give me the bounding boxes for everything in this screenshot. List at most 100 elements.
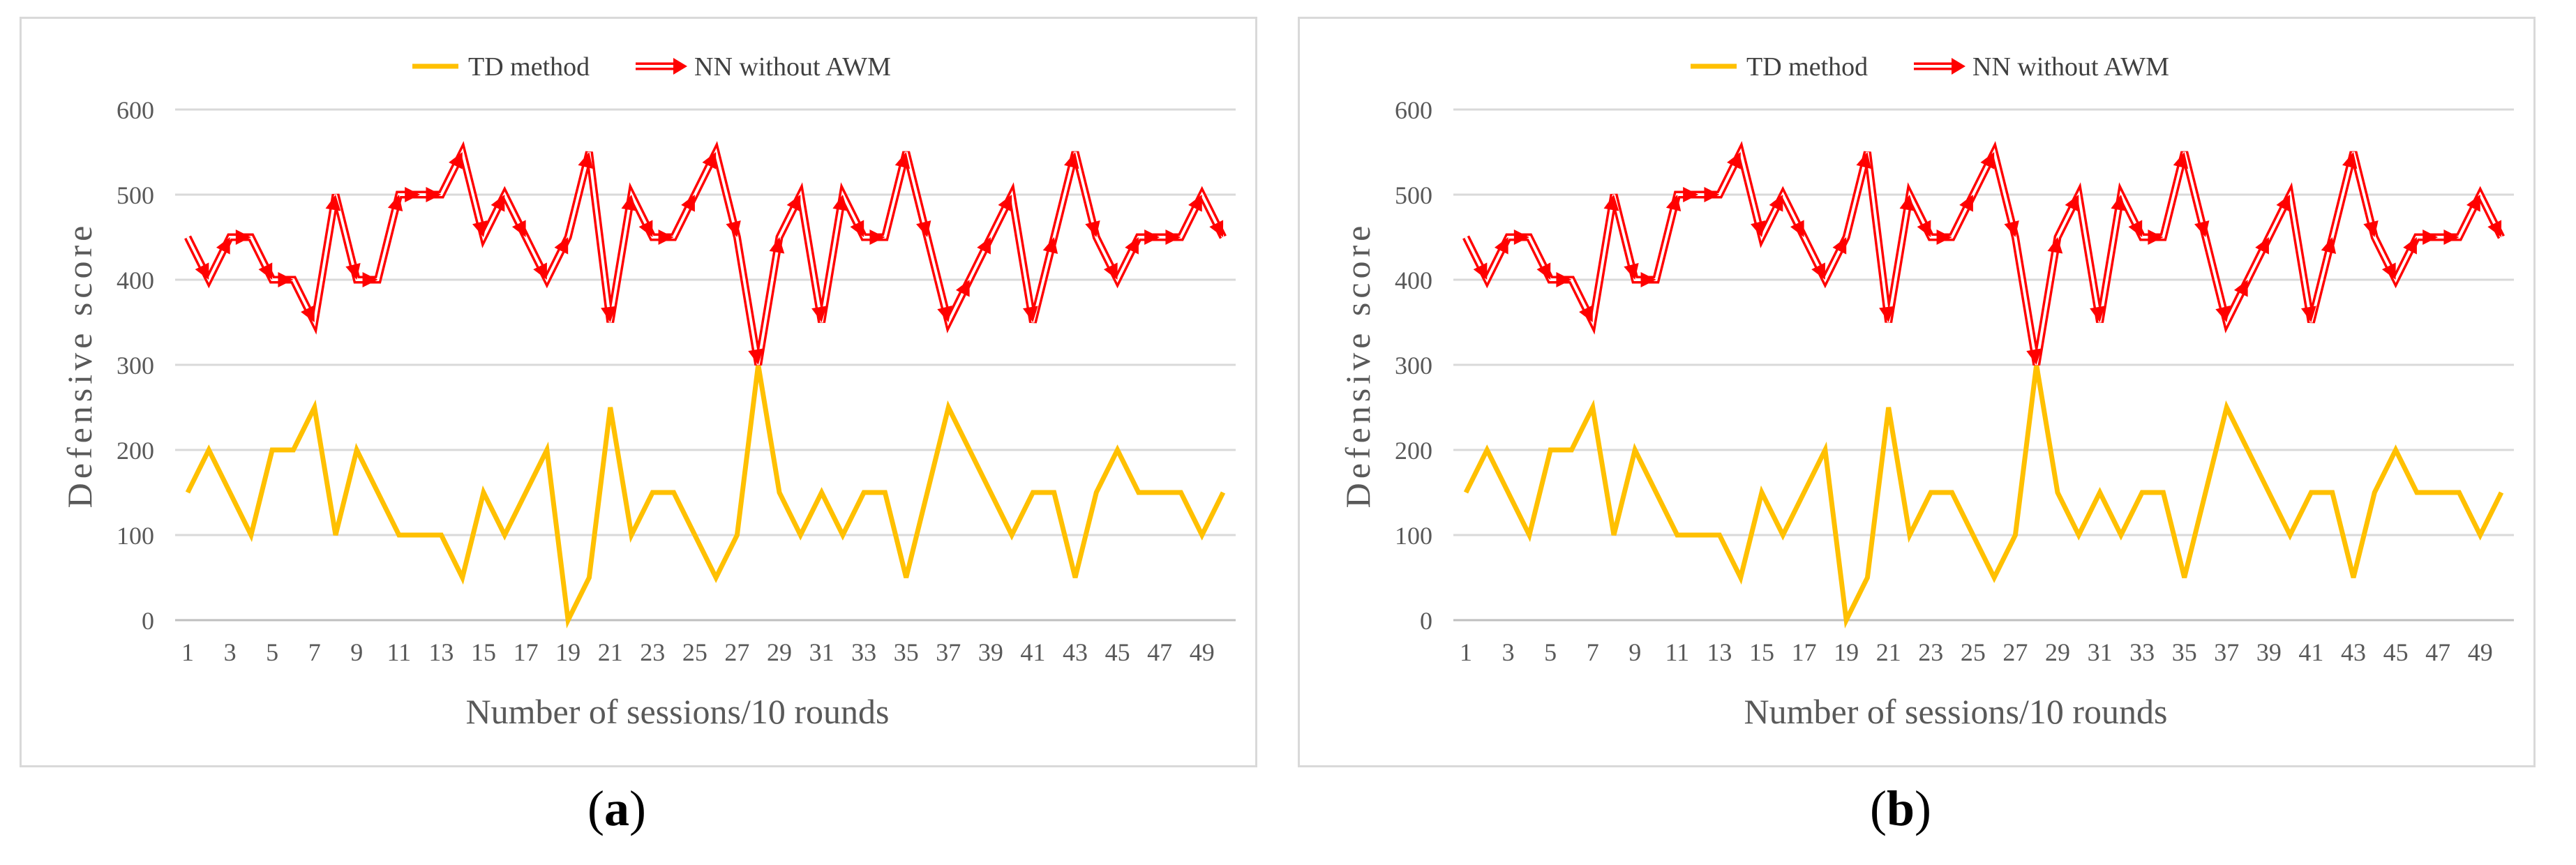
- x-tick-label: 41: [2298, 638, 2323, 666]
- x-tick-label: 13: [428, 638, 454, 666]
- nn-arrow-point: [2111, 195, 2127, 211]
- x-tick-label: 17: [514, 638, 539, 666]
- x-tick-label: 29: [2045, 638, 2070, 666]
- nn-arrow-point: [811, 306, 827, 322]
- nn-arrow-point: [1936, 230, 1952, 245]
- nn-arrow-point: [1727, 152, 1741, 170]
- nn-arrow-point: [1188, 195, 1202, 212]
- nn-arrow-point: [2342, 152, 2358, 170]
- nn-arrow-point: [2047, 237, 2063, 254]
- y-tick-label: 500: [1395, 181, 1432, 209]
- x-tick-label: 15: [1749, 638, 1774, 666]
- x-tick-label: 9: [1628, 638, 1641, 666]
- nn-arrow-point: [2194, 220, 2210, 237]
- nn-arrow-point: [601, 306, 616, 322]
- nn-arrow-point: [511, 220, 526, 237]
- nn-arrow-point: [1790, 220, 1804, 237]
- nn-arrow-point: [1751, 220, 1766, 237]
- x-axis-title: Number of sessions/10 rounds: [466, 692, 890, 731]
- x-tick-label: 21: [598, 638, 623, 666]
- nn-arrow-point: [1085, 220, 1100, 237]
- x-tick-label: 35: [2172, 638, 2197, 666]
- x-tick-label: 15: [471, 638, 496, 666]
- nn-arrow-point: [1624, 262, 1639, 280]
- nn-arrow-point: [916, 220, 931, 237]
- nn-arrow-point: [2403, 237, 2417, 255]
- y-tick-label: 600: [117, 96, 154, 124]
- nn-arrow-point: [955, 280, 970, 297]
- x-tick-label: 43: [2341, 638, 2366, 666]
- legend-label-td: TD method: [468, 52, 590, 82]
- x-tick-label: 19: [1834, 638, 1859, 666]
- x-tick-label: 11: [387, 638, 412, 666]
- y-tick-label: 100: [1395, 522, 1432, 550]
- y-tick-label: 300: [1395, 352, 1432, 379]
- chart-panel-a: 0 100 200 300 400 500 600 1 3 5 7 9 11 13 15 17 19 21 23 25…: [20, 17, 1257, 767]
- x-tick-label: 47: [1147, 638, 1172, 666]
- x-tick-label: 13: [1707, 638, 1732, 666]
- nn-arrow-point: [702, 152, 717, 170]
- x-tick-label: 21: [1876, 638, 1901, 666]
- nn-arrow-point: [1769, 195, 1783, 212]
- nn-arrow-point: [1125, 237, 1139, 255]
- nn-arrow-point: [362, 272, 378, 287]
- y-tick-label: 200: [117, 437, 154, 465]
- nn-arrow-point: [1832, 237, 1847, 255]
- legend-arrowhead: [673, 58, 687, 75]
- nn-arrow-point: [1640, 272, 1656, 287]
- nn-arrow-point: [1513, 230, 1529, 245]
- y-tick-label: 100: [117, 522, 154, 550]
- nn-arrow-point: [325, 195, 341, 211]
- caption-b: (b): [1870, 781, 1932, 836]
- nn-arrow-point: [554, 237, 569, 255]
- nn-arrow-point: [1536, 262, 1551, 280]
- x-tick-label: 27: [2002, 638, 2028, 666]
- x-tick-label: 39: [978, 638, 1003, 666]
- nn-arrow-point: [2423, 230, 2439, 245]
- nn-arrow-point: [405, 187, 421, 202]
- nn-arrow-point: [1665, 195, 1682, 212]
- nn-arrow-point: [2321, 237, 2337, 255]
- nn-arrow-point: [1579, 305, 1593, 322]
- nn-arrow-point: [726, 220, 741, 237]
- nn-arrow-point: [2487, 220, 2502, 237]
- chart-panel-b: 0 100 200 300 400 500 600 1 3 5 7 9 11 13 15 17 19 21 23 25…: [1298, 17, 2536, 767]
- x-tick-label: 23: [1918, 638, 1943, 666]
- x-tick-label: 35: [894, 638, 919, 666]
- series-nn-inner: [186, 148, 1225, 366]
- series-nn-inner: [1465, 148, 2503, 366]
- x-tick-label: 19: [555, 638, 581, 666]
- nn-arrow-point: [977, 237, 991, 255]
- nn-arrow-point: [2300, 306, 2316, 322]
- nn-arrow-point: [1494, 237, 1508, 255]
- nn-arrow-point: [1856, 152, 1871, 170]
- nn-arrow-point: [2090, 306, 2105, 322]
- nn-arrow-point: [1899, 195, 1915, 211]
- x-axis-title: Number of sessions/10 rounds: [1744, 692, 2168, 731]
- nn-arrow-point: [832, 195, 848, 211]
- nn-arrow-point: [1064, 152, 1079, 170]
- nn-arrow-point: [301, 305, 315, 322]
- x-tick-label: 25: [682, 638, 707, 666]
- x-tick-label: 47: [2425, 638, 2450, 666]
- y-tick-label: 300: [117, 352, 154, 379]
- nn-arrow-point: [258, 262, 273, 280]
- x-tick-label: 7: [1587, 638, 1599, 666]
- y-axis-title: Defensive score: [60, 222, 99, 509]
- nn-arrow-point: [449, 152, 463, 170]
- nn-arrow-point: [235, 230, 251, 245]
- nn-arrow-point: [195, 262, 209, 280]
- series-td-method-line: [185, 364, 1226, 629]
- x-tick-label: 9: [350, 638, 363, 666]
- nn-arrow-point: [387, 195, 403, 212]
- y-tick-label: 500: [117, 181, 154, 209]
- x-tick-label: 49: [1190, 638, 1215, 666]
- nn-arrow-point: [1811, 262, 1825, 280]
- x-tick-label: 1: [1460, 638, 1472, 666]
- nn-arrow-point: [1704, 187, 1720, 202]
- x-tick-label: 33: [2129, 638, 2155, 666]
- y-tick-label: 0: [1420, 607, 1432, 635]
- x-tick-label: 25: [1961, 638, 1986, 666]
- x-tick-label: 29: [767, 638, 792, 666]
